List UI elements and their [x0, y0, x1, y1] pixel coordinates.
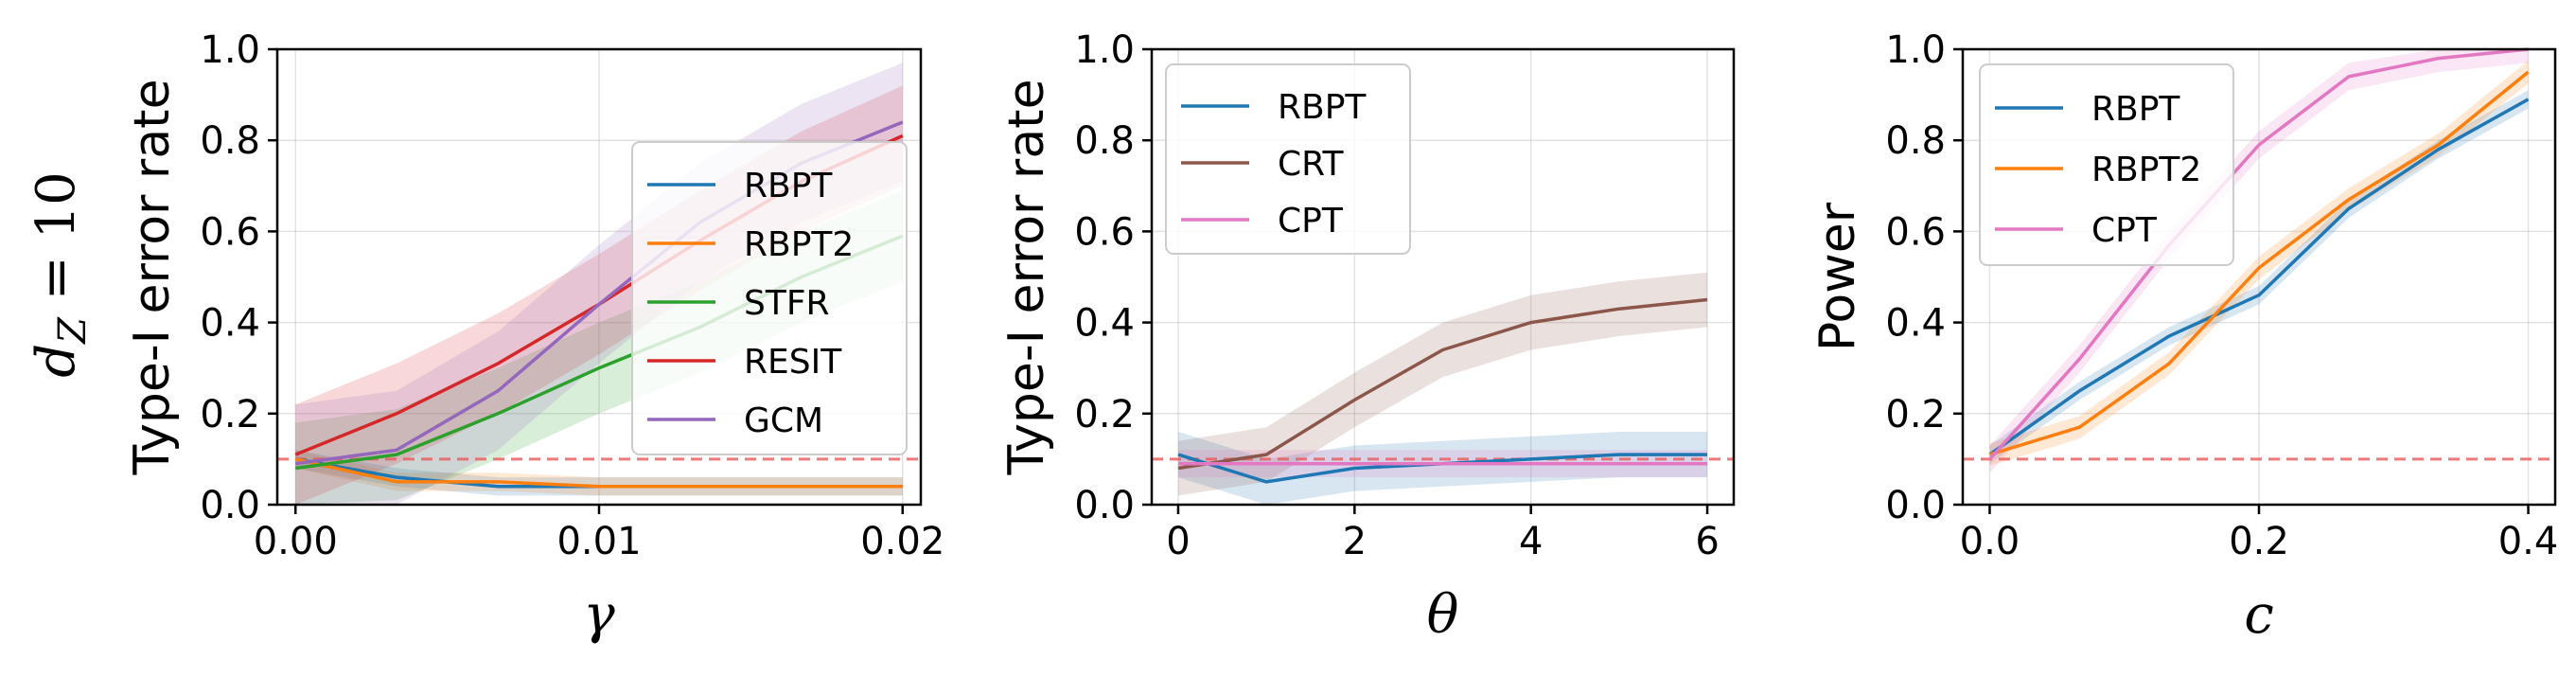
x-tick-label: 0.4 [2498, 520, 2559, 563]
legend: RBPT CRT CPT [1165, 63, 1411, 255]
band-rbpt2 [295, 450, 903, 496]
y-tick-label: 0.0 [1074, 484, 1135, 527]
row-label: dZ = 10 [26, 171, 95, 377]
y-tick-label: 0.2 [1885, 393, 1946, 436]
y-axis-label: Type-I error rate [124, 79, 181, 475]
x-tick-label: 0.02 [860, 520, 944, 563]
legend-box [1979, 63, 2234, 266]
y-tick-label: 1.0 [1074, 28, 1135, 72]
y-tick-label: 0.8 [1074, 119, 1135, 163]
y-tick-label: 0.2 [1074, 393, 1135, 436]
legend-label-rbpt: RBPT [1278, 88, 1367, 127]
x-axis-label: θ [1427, 584, 1459, 646]
x-tick-label: 0.01 [556, 520, 641, 563]
y-tick-label: 0.0 [1885, 484, 1946, 527]
legend-box [1165, 63, 1411, 255]
y-tick-label: 0.4 [200, 302, 260, 346]
series-line-rbpt [1988, 98, 2530, 456]
legend-label-crt: CRT [1278, 145, 1345, 184]
x-tick-label: 2 [1343, 520, 1367, 563]
x-tick-label: 0 [1166, 520, 1190, 563]
x-tick-label: 0.00 [254, 520, 338, 563]
y-tick-label: 1.0 [200, 28, 260, 72]
x-tick-label: 6 [1695, 520, 1719, 563]
band-rbpt [1178, 432, 1707, 505]
y-tick-label: 0.0 [200, 484, 260, 527]
legend: RBPT RBPT2 CPT [1979, 63, 2234, 266]
x-axis-label: γ [583, 584, 615, 646]
band-cpt [1989, 49, 2529, 473]
legend-label-gcm: GCM [744, 401, 823, 440]
band-rbpt2 [1989, 61, 2529, 467]
legend-label-resit: RESIT [744, 343, 842, 382]
series-line-rbpt2 [1988, 70, 2530, 456]
panel-theta: 0 2 4 6 0.0 0.2 0.4 0.6 0.8 1.0 θ Type-I error rate… [998, 28, 1736, 646]
band-rbpt [295, 450, 903, 496]
band-crt [1178, 272, 1707, 496]
legend-label-rbpt2: RBPT2 [744, 225, 854, 264]
y-axis-label: Type-I error rate [998, 79, 1055, 475]
y-tick-label: 1.0 [1885, 28, 1946, 72]
legend-label-cpt: CPT [2091, 211, 2158, 250]
panel-c: 0.0 0.2 0.40.00.20.40.60.81.0cPowerRBPTRBP… [1809, 28, 2558, 646]
legend-box [631, 141, 908, 455]
y-tick-label: 0.8 [200, 119, 260, 163]
x-tick-label: 0.2 [2229, 520, 2289, 563]
legend: RBPT RBPT2 STFR RESIT GCM [631, 141, 908, 455]
legend-label-rbpt2: RBPT2 [2091, 151, 2201, 189]
band-rbpt [1989, 90, 2529, 464]
x-tick-label: 4 [1519, 520, 1543, 563]
y-tick-label: 0.2 [200, 393, 260, 436]
panel-gamma: 0.00 0.01 0.02 0.0 0.2 0.4 0.6 0.8 1.0 γ Type-I er… [124, 28, 944, 646]
y-tick-label: 0.4 [1074, 302, 1135, 346]
legend-label-stfr: STFR [744, 284, 830, 323]
y-tick-label: 0.6 [1074, 210, 1135, 254]
x-tick-label: 0.0 [1960, 520, 2020, 563]
legend-label-rbpt: RBPT [2091, 90, 2180, 129]
series-line-cpt [1988, 47, 2529, 461]
legend-label-rbpt: RBPT [744, 167, 833, 205]
y-tick-label: 0.6 [200, 210, 260, 254]
legend-label-cpt: CPT [1278, 202, 1344, 241]
x-axis-label: c [2244, 584, 2273, 646]
y-tick-label: 0.6 [1885, 210, 1946, 254]
series-line-crt [1177, 297, 1708, 471]
y-tick-label: 0.4 [1885, 302, 1946, 346]
y-tick-label: 0.8 [1885, 119, 1946, 163]
y-axis-label: Power [1809, 202, 1866, 351]
axes-frame [1150, 47, 1736, 507]
series-line-rbpt2 [294, 457, 903, 489]
